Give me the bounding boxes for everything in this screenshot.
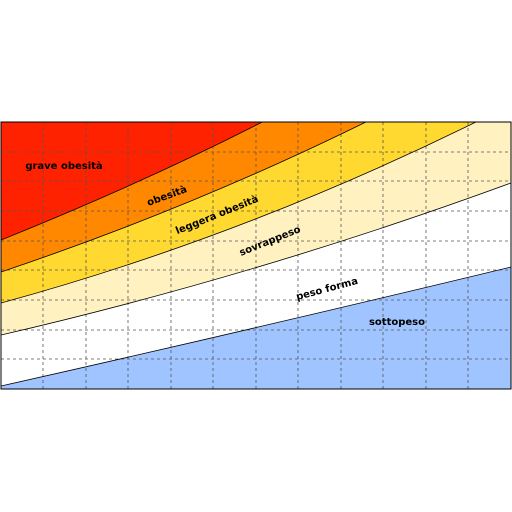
zone-label: sottopeso (369, 317, 425, 328)
grid (1, 122, 511, 389)
zone-grave-obesita (1, 122, 263, 240)
frame (0, 121, 512, 390)
zones (1, 122, 511, 389)
zone-label: grave obesità (25, 160, 102, 172)
